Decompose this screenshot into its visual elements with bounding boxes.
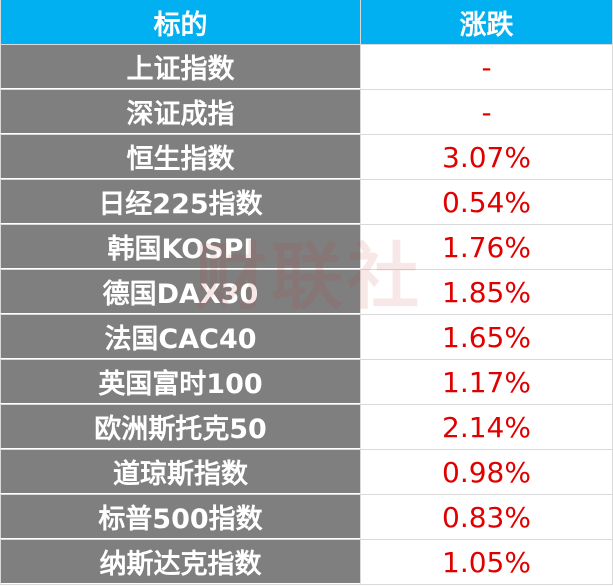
index-name: 日经225指数 — [0, 180, 361, 224]
table-row: 英国富时100 1.17% — [0, 360, 613, 405]
change-value: 0.98% — [361, 450, 613, 494]
change-value: 0.54% — [361, 180, 613, 224]
table-row: 日经225指数 0.54% — [0, 180, 613, 225]
table-row: 纳斯达克指数 1.05% — [0, 540, 613, 585]
header-row: 标的 涨跌 — [0, 0, 613, 45]
index-name: 欧洲斯托克50 — [0, 405, 361, 449]
change-value: - — [361, 45, 613, 89]
table-row: 韩国KOSPI 1.76% — [0, 225, 613, 270]
table-row: 深证成指 - — [0, 90, 613, 135]
header-cell: 涨跌 — [361, 0, 613, 44]
table-row: 法国CAC40 1.65% — [0, 315, 613, 360]
change-value: 1.65% — [361, 315, 613, 359]
header-cell: 标的 — [0, 0, 361, 44]
change-value: 3.07% — [361, 135, 613, 179]
index-name: 标普500指数 — [0, 495, 361, 539]
index-name: 恒生指数 — [0, 135, 361, 179]
change-value: 1.17% — [361, 360, 613, 404]
change-value: 0.83% — [361, 495, 613, 539]
table-row: 德国DAX30 1.85% — [0, 270, 613, 315]
change-value: - — [361, 90, 613, 134]
change-value: 1.85% — [361, 270, 613, 314]
index-name: 德国DAX30 — [0, 270, 361, 314]
index-name: 上证指数 — [0, 45, 361, 89]
table-row: 道琼斯指数 0.98% — [0, 450, 613, 495]
change-value: 1.05% — [361, 540, 613, 584]
index-name: 纳斯达克指数 — [0, 540, 361, 584]
index-name: 韩国KOSPI — [0, 225, 361, 269]
index-name: 深证成指 — [0, 90, 361, 134]
table-row: 标普500指数 0.83% — [0, 495, 613, 540]
table-row: 恒生指数 3.07% — [0, 135, 613, 180]
table-row: 欧洲斯托克50 2.14% — [0, 405, 613, 450]
change-value: 2.14% — [361, 405, 613, 449]
index-name: 道琼斯指数 — [0, 450, 361, 494]
change-value: 1.76% — [361, 225, 613, 269]
index-name: 法国CAC40 — [0, 315, 361, 359]
index-name: 英国富时100 — [0, 360, 361, 404]
table-row: 上证指数 - — [0, 45, 613, 90]
